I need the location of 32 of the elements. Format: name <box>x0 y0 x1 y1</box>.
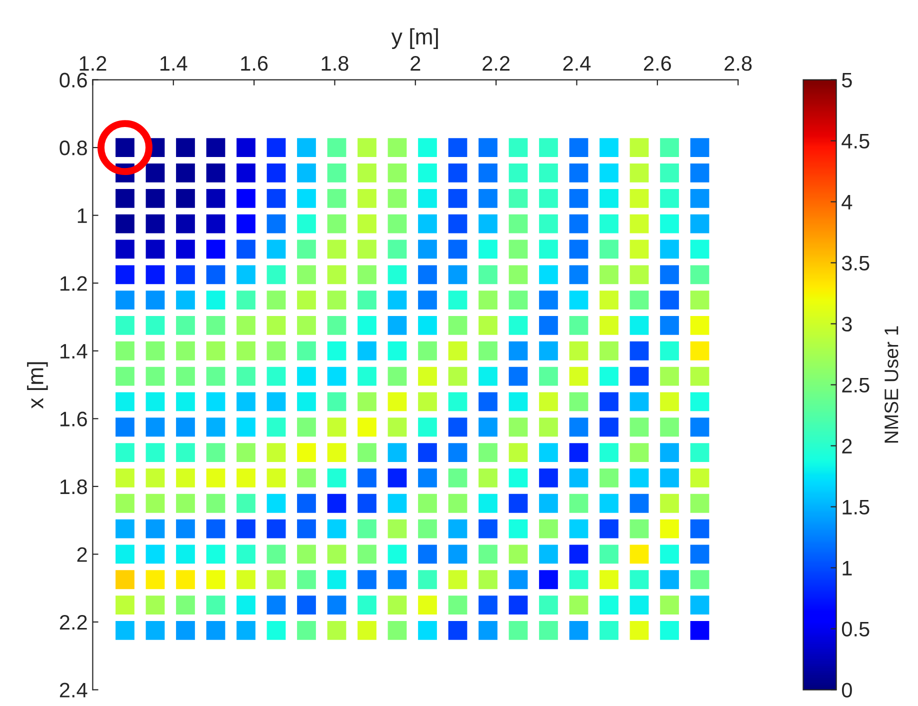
y-tick-label: 1 <box>78 208 87 223</box>
x-tick-label: 1.6 <box>241 56 268 71</box>
y-tick-label: 2.4 <box>60 682 88 698</box>
y-tick-label: 0.6 <box>60 72 87 88</box>
y-tick-label: 2.2 <box>60 614 87 630</box>
x-tick-label: 2.2 <box>482 56 510 71</box>
color-bar-label: 4.5 <box>842 134 870 149</box>
x-tick-label: 2.4 <box>563 56 591 71</box>
color-bar-label: 5 <box>842 72 852 88</box>
x-tick-label: 1.4 <box>160 56 188 71</box>
color-bar-label: 2.5 <box>842 378 870 393</box>
color-bar-label: 1.5 <box>842 500 870 515</box>
color-bar-label: 2 <box>842 438 852 454</box>
x-tick-label: 1.8 <box>322 56 348 71</box>
color-bar-label: 4 <box>842 194 852 210</box>
y-tick-label: 1.6 <box>60 412 87 426</box>
color-bar-label: 3 <box>842 316 852 332</box>
y-tick-label: 1.8 <box>60 479 87 494</box>
x-tick-label: 2.6 <box>644 56 671 71</box>
y-axis-title: x [m] <box>27 362 48 409</box>
color-bar-label: 0 <box>842 682 852 698</box>
color-bar-title: NMSE User 1 <box>884 326 898 443</box>
y-tick-label: 1.4 <box>60 344 88 358</box>
color-bar-label: 1 <box>842 560 852 576</box>
x-tick-label: 2 <box>410 56 420 71</box>
x-axis-title: y [m] <box>391 28 438 49</box>
y-tick-label: 1.2 <box>60 276 87 291</box>
y-tick-label: 2 <box>77 547 87 562</box>
y-tick-label: 0.8 <box>60 140 87 156</box>
color-bar-label: 3.5 <box>842 256 870 271</box>
x-tick-label: 2.8 <box>724 56 752 71</box>
color-bar-label: 0.5 <box>842 622 870 637</box>
